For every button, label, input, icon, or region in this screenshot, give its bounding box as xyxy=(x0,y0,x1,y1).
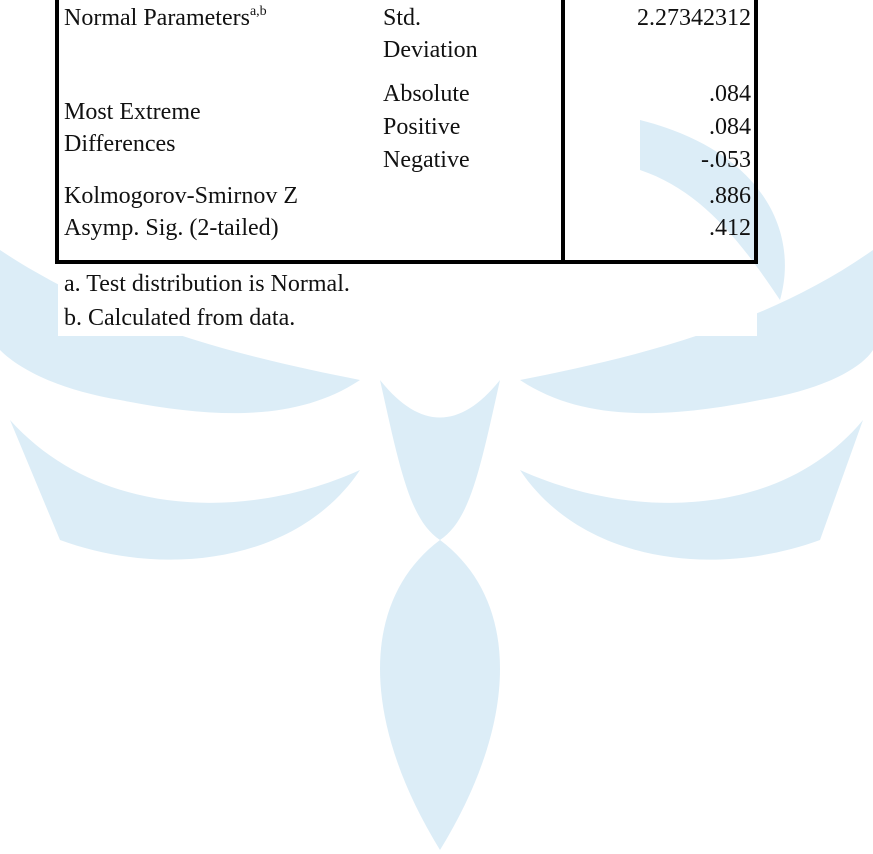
row-sublabel: Absolute xyxy=(383,78,470,110)
border-right xyxy=(754,0,758,264)
cell-value: .084 xyxy=(565,111,751,143)
footnote: b. Calculated from data. xyxy=(64,302,295,334)
row-label: Most Extreme Differences xyxy=(64,96,304,160)
page: Normal Parametersa,b Std. Deviation 2.2734… xyxy=(0,0,873,854)
footnote-ref: a,b xyxy=(250,4,267,19)
cell-value: .886 xyxy=(565,180,751,212)
cell-value: .412 xyxy=(565,212,751,244)
footnote: a. Test distribution is Normal. xyxy=(64,268,350,300)
border-bottom xyxy=(55,260,758,264)
row-label: Normal Parametersa,b xyxy=(64,2,267,34)
row-sublabel: Std. Deviation xyxy=(383,2,503,66)
row-sublabel: Positive xyxy=(383,111,460,143)
border-left xyxy=(55,0,59,264)
cell-value: -.053 xyxy=(565,144,751,176)
row-label: Asymp. Sig. (2-tailed) xyxy=(64,212,279,244)
cell-value: .084 xyxy=(565,78,751,110)
row-label: Kolmogorov-Smirnov Z xyxy=(64,180,298,212)
cell-value: 2.27342312 xyxy=(565,2,751,34)
row-sublabel: Negative xyxy=(383,144,470,176)
